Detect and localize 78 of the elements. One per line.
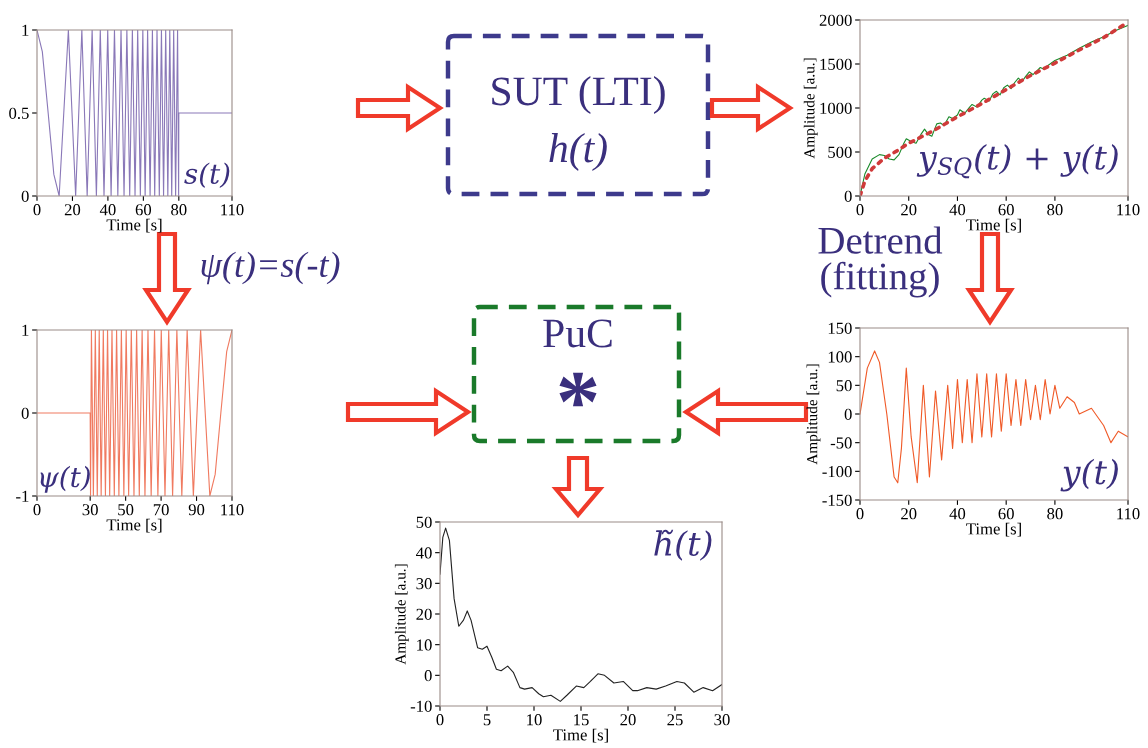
y-tick-label: -10 <box>410 700 432 712</box>
x-tick-label: 0 <box>436 714 444 726</box>
x-tick-label: 60 <box>135 204 152 216</box>
x-tick-label: 110 <box>221 204 244 216</box>
x-tick-label: 40 <box>949 204 966 216</box>
x-tick-label: 0 <box>33 204 41 216</box>
y-tick-label: 1 <box>22 24 29 36</box>
line-series <box>37 330 232 496</box>
x-tick-label: 80 <box>171 204 187 216</box>
x-tick-label: 50 <box>118 504 134 516</box>
annotation: y$_{SQ}$(t) + y(t) <box>916 144 1118 179</box>
x-tick-label: 0 <box>856 204 864 216</box>
x-tick-label: 60 <box>998 508 1014 520</box>
line-series <box>440 527 722 702</box>
text: * <box>559 372 597 407</box>
y-tick-label: 0 <box>424 670 432 682</box>
text: Detrend (fitting) <box>818 226 943 298</box>
text: h(t) <box>549 133 607 171</box>
x-tick-label: 30 <box>714 714 730 726</box>
y-axis-title: Amplitude [a.u.] <box>803 58 818 159</box>
x-tick-label: 70 <box>153 504 169 516</box>
annotation: s(t) <box>184 162 230 188</box>
x-tick-label: 30 <box>82 504 98 516</box>
y-tick-label: 100 <box>828 351 852 363</box>
x-tick-label: 110 <box>1117 204 1140 216</box>
x-axis-title: Time [s] <box>553 728 608 743</box>
y-tick-label: 10 <box>417 639 432 651</box>
y-tick-label: 1 <box>22 324 29 336</box>
x-tick-label: 25 <box>667 714 683 726</box>
y-tick-label: 0 <box>21 407 29 419</box>
x-tick-label: 110 <box>1117 508 1140 520</box>
x-tick-label: 20 <box>620 714 636 726</box>
x-tick-label: 0 <box>33 504 41 516</box>
y-tick-label: 2000 <box>819 14 852 26</box>
text: PuC <box>543 319 612 348</box>
annotation: y(t) <box>1060 458 1118 492</box>
y-tick-label: 0.5 <box>9 107 29 120</box>
x-tick-label: 90 <box>188 504 205 516</box>
y-tick-label: -150 <box>822 494 852 506</box>
text: SUT (LTI) <box>492 76 665 114</box>
x-tick-label: 60 <box>998 204 1014 216</box>
y-tick-label: 50 <box>836 380 852 392</box>
y-tick-label: 0 <box>844 408 852 420</box>
x-tick-label: 20 <box>64 204 81 216</box>
x-axis-title: Time [s] <box>106 218 162 233</box>
y-tick-label: 40 <box>416 547 432 559</box>
text: ψ(t)=s(-t) <box>201 251 340 285</box>
x-tick-label: 15 <box>574 714 589 726</box>
x-axis-title: Time [s] <box>966 218 1021 233</box>
y-axis-title: Amplitude [a.u.] <box>394 564 409 665</box>
y-tick-label: 1500 <box>820 58 852 70</box>
annotation: ψ(t) <box>40 465 90 493</box>
y-tick-label: 0 <box>21 190 29 202</box>
x-tick-label: 0 <box>856 508 864 520</box>
x-tick-label: 80 <box>1047 204 1063 216</box>
y-tick-label: 1000 <box>820 102 852 114</box>
x-axis-title: Time [s] <box>966 522 1021 537</box>
x-tick-label: 80 <box>1047 508 1063 520</box>
x-tick-label: 20 <box>901 204 917 216</box>
x-tick-label: 20 <box>901 508 917 520</box>
y-tick-label: -1 <box>16 490 29 502</box>
y-tick-label: -50 <box>830 437 852 449</box>
line-series <box>37 30 232 196</box>
x-tick-label: 40 <box>99 204 116 216</box>
y-tick-label: -100 <box>822 466 852 478</box>
x-tick-label: 10 <box>527 714 542 726</box>
y-tick-label: 30 <box>416 578 432 590</box>
y-tick-label: 50 <box>416 516 432 528</box>
y-tick-label: 0 <box>844 190 852 202</box>
annotation: h̃(t) <box>654 529 712 561</box>
y-tick-label: 500 <box>828 146 852 158</box>
y-tick-label: 20 <box>416 608 432 620</box>
x-tick-label: 40 <box>949 508 966 520</box>
y-axis-title: Amplitude [a.u.] <box>806 364 821 465</box>
y-tick-label: 150 <box>828 322 852 334</box>
x-axis-title: Time [s] <box>106 518 162 533</box>
x-tick-label: 110 <box>221 504 244 516</box>
x-tick-label: 5 <box>483 714 491 726</box>
